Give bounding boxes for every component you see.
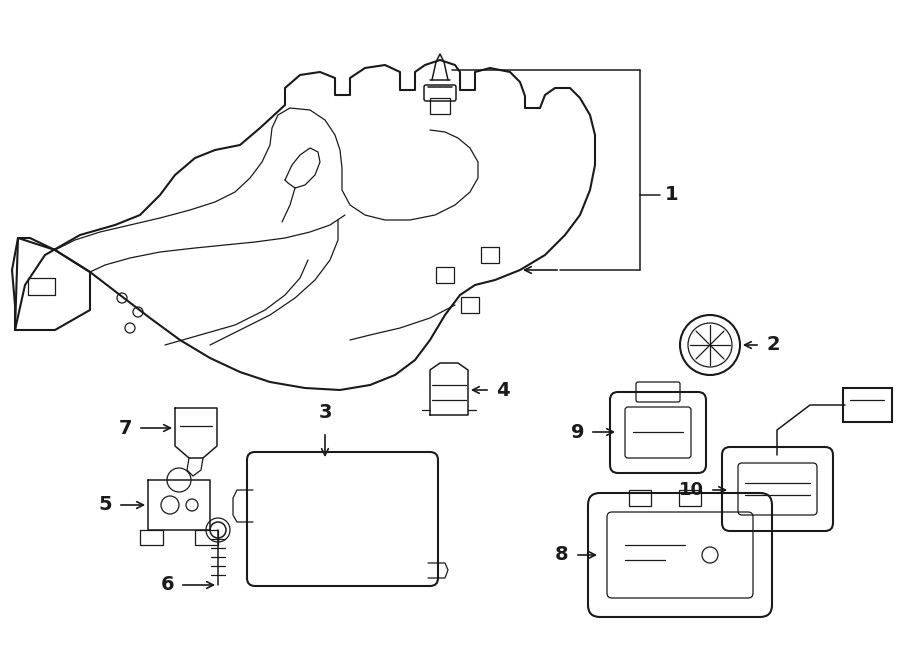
Text: 3: 3 (319, 403, 332, 422)
Text: 4: 4 (496, 381, 509, 399)
Text: 2: 2 (766, 336, 779, 354)
Text: 1: 1 (665, 186, 679, 204)
Text: 10: 10 (679, 481, 704, 499)
Text: 6: 6 (160, 576, 174, 594)
Text: 8: 8 (554, 545, 568, 564)
Text: 5: 5 (98, 496, 112, 514)
Text: 9: 9 (571, 422, 584, 442)
Text: 7: 7 (119, 418, 132, 438)
